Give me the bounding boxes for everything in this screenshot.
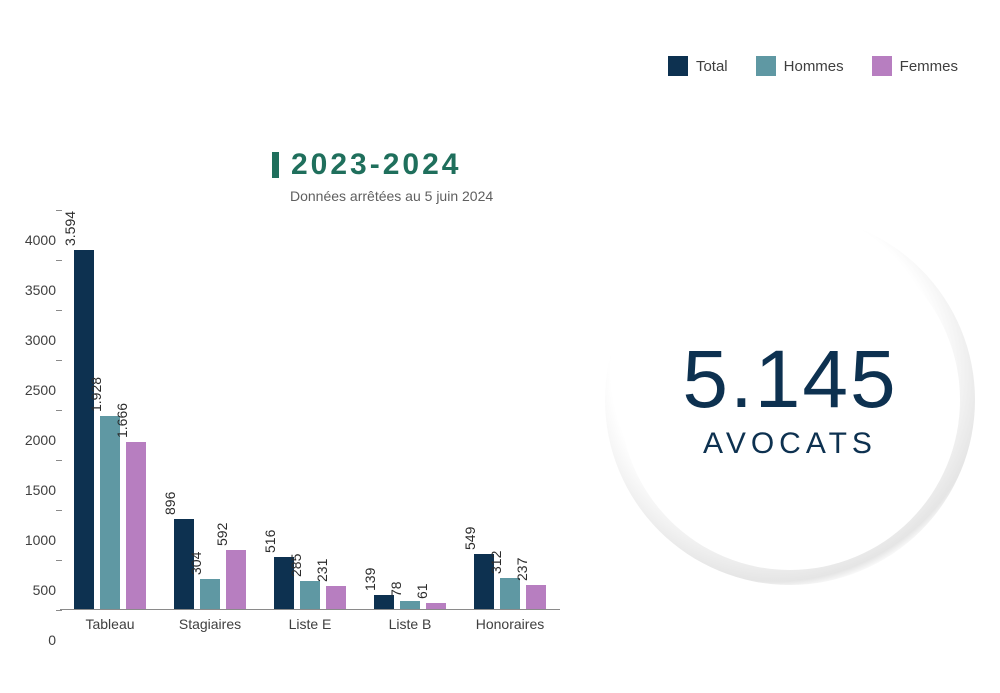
y-axis-tick-label: 4000: [0, 232, 56, 248]
bar: 1.928: [100, 416, 120, 609]
x-axis-category-label: Tableau: [60, 616, 160, 632]
y-axis-tick-label: 1000: [0, 532, 56, 548]
y-axis-tick-mark: [56, 260, 62, 261]
bar: 592: [226, 550, 246, 609]
y-axis-tick-mark: [56, 360, 62, 361]
legend-label: Hommes: [784, 58, 844, 75]
bar-group: 3.5941.9281.666: [74, 250, 146, 609]
x-axis-category-label: Honoraires: [460, 616, 560, 632]
bar: 139: [374, 595, 394, 609]
bar-value-label: 592: [214, 522, 230, 545]
chart-subtitle: Données arrêtées au 5 juin 2024: [290, 188, 493, 204]
chart-title-block: 2023-2024 Données arrêtées au 5 juin 202…: [272, 148, 493, 204]
bar-chart: 3.5941.9281.6668963045925162852311397861…: [0, 210, 560, 640]
x-axis-category-label: Stagiaires: [160, 616, 260, 632]
y-axis-tick-label: 0: [0, 632, 56, 648]
bar: 3.594: [74, 250, 94, 609]
bar-value-label: 61: [414, 583, 430, 599]
title-accent-bar: [272, 152, 279, 178]
bar: 285: [300, 581, 320, 610]
y-axis-tick-label: 3000: [0, 332, 56, 348]
bar-value-label: 139: [362, 568, 378, 591]
circle-face: 5.145 AVOCATS: [620, 230, 960, 570]
legend-swatch: [668, 56, 688, 76]
plot-area: 3.5941.9281.6668963045925162852311397861…: [60, 210, 560, 610]
bar-value-label: 1.666: [114, 403, 130, 438]
bar: 78: [400, 601, 420, 609]
y-axis-tick-mark: [56, 560, 62, 561]
chart-legend: Total Hommes Femmes: [668, 56, 958, 76]
bar: 304: [200, 579, 220, 609]
bar-group: 139 78 61: [374, 595, 446, 609]
legend-item-femmes: Femmes: [872, 56, 958, 76]
bar-value-label: 516: [262, 530, 278, 553]
y-axis-tick-label: 500: [0, 582, 56, 598]
legend-label: Total: [696, 58, 728, 75]
bar-value-label: 549: [462, 527, 478, 550]
y-axis-tick-mark: [56, 410, 62, 411]
bar-value-label: 237: [514, 558, 530, 581]
bar: 231: [326, 586, 346, 609]
y-axis-tick-mark: [56, 510, 62, 511]
legend-item-hommes: Hommes: [756, 56, 844, 76]
legend-swatch: [872, 56, 892, 76]
stat-circle: 5.145 AVOCATS: [590, 200, 990, 600]
y-axis-tick-mark: [56, 310, 62, 311]
bar: 312: [500, 578, 520, 609]
x-axis-category-label: Liste B: [360, 616, 460, 632]
y-axis-tick-label: 2500: [0, 382, 56, 398]
bar-value-label: 3.594: [62, 211, 78, 246]
stat-label: AVOCATS: [703, 427, 877, 461]
chart-title: 2023-2024: [291, 148, 461, 182]
bar: 237: [526, 585, 546, 609]
x-axis-category-label: Liste E: [260, 616, 360, 632]
bar-value-label: 896: [162, 492, 178, 515]
y-axis-tick-label: 3500: [0, 282, 56, 298]
legend-item-total: Total: [668, 56, 728, 76]
bar-value-label: 78: [388, 582, 404, 598]
y-axis-tick-label: 2000: [0, 432, 56, 448]
bar: 61: [426, 603, 446, 609]
bar-value-label: 312: [488, 550, 504, 573]
y-axis-tick-mark: [56, 610, 62, 611]
bar-group: 516285231: [274, 557, 346, 609]
legend-swatch: [756, 56, 776, 76]
y-axis-tick-mark: [56, 210, 62, 211]
bar-group: 896304592: [174, 519, 246, 609]
bar-group: 549312237: [474, 554, 546, 609]
bar-value-label: 231: [314, 559, 330, 582]
y-axis-tick-mark: [56, 460, 62, 461]
bar-value-label: 1.928: [88, 377, 104, 412]
bar: 1.666: [126, 442, 146, 609]
stat-number: 5.145: [682, 339, 897, 421]
bar-value-label: 285: [288, 553, 304, 576]
y-axis-tick-label: 1500: [0, 482, 56, 498]
bar-value-label: 304: [188, 551, 204, 574]
legend-label: Femmes: [900, 58, 958, 75]
